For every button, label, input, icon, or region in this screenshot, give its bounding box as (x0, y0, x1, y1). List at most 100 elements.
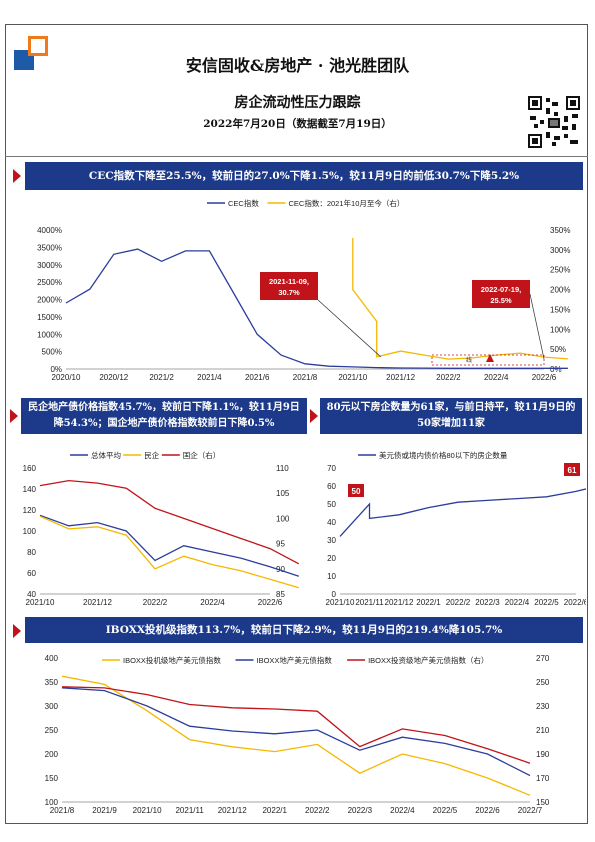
annotation-box (564, 463, 580, 476)
series-line (39, 515, 299, 589)
x-tick-label: 2021/10 (338, 373, 367, 382)
y-right-tick-label: 190 (536, 750, 550, 759)
x-tick-label: 2021/8 (50, 806, 75, 815)
below80-count-chart: 2021/10 2021/11 2021/12 2022/1 2022/2 2022/3 2… (326, 450, 586, 607)
y-tick-label: 120 (23, 506, 37, 515)
x-tick-label: 2022/6 (532, 373, 557, 382)
x-tick-label: 2022/3 (475, 598, 500, 607)
iboxx-chart: 2021/8 2021/9 2021/10 2021/11 2021/12 2022/1 2… (45, 654, 550, 815)
y-tick-label: 80 (27, 548, 36, 557)
y-right-tick-label: 150% (550, 305, 570, 314)
page-frame (5, 24, 588, 824)
legend-label: CEC指数：2021年10月至今（右） (289, 198, 405, 208)
x-tick-label: 2022/4 (505, 598, 530, 607)
private-bond-banner: 民企地产债价格指数45.7%，较前日下降1.1%，较11月9日降54.3%；国企… (21, 398, 307, 434)
x-tick-label: 2021/10 (326, 598, 355, 607)
bond-price-chart: 2021/10 2021/12 2022/2 2022/4 2022/6 40 60 80 10… (23, 450, 300, 607)
y-tick-label: 100 (45, 798, 59, 807)
x-tick-label: 2021/10 (133, 806, 162, 815)
x-tick-label: 2022/2 (305, 806, 330, 815)
y-tick-label: 0 (332, 590, 337, 599)
y-tick-label: 100 (23, 527, 37, 536)
y-right-tick-label: 350% (550, 226, 570, 235)
x-tick-label: 2021/10 (26, 598, 55, 607)
y-tick-label: 350 (45, 678, 59, 687)
y-right-tick-label: 0% (550, 365, 562, 374)
y-tick-label: 1000% (37, 330, 62, 339)
highlight-box (431, 354, 545, 366)
annotation-box (472, 280, 530, 308)
iboxx-banner: IBOXX投机级指数113.7%，较前日下降2.9%，较11月9日的219.4%… (25, 617, 583, 643)
y-right-tick-label: 300% (550, 246, 570, 255)
x-tick-label: 2021/11 (355, 598, 384, 607)
annotation-box (348, 484, 364, 497)
x-tick-label: 2020/10 (52, 373, 81, 382)
y-tick-label: 400 (45, 654, 59, 663)
y-right-tick-label: 150 (536, 798, 550, 807)
x-tick-label: 2022/7 (518, 806, 543, 815)
below80-banner: 80元以下房企数量为61家，与前日持平，较11月9日的50家增加11家 (320, 398, 582, 434)
y-tick-label: 10 (327, 572, 336, 581)
cec-banner: CEC指数下降至25.5%，较前日的27.0%下降1.5%，较11月9日的前低3… (25, 162, 583, 190)
y-tick-label: 70 (327, 464, 336, 473)
legend-label: 民企 (144, 450, 159, 460)
x-tick-label: 2021/8 (293, 373, 318, 382)
y-tick-label: 2500% (37, 278, 62, 287)
header-divider (5, 156, 588, 157)
y-tick-label: 0% (50, 365, 62, 374)
y-tick-label: 2000% (37, 296, 62, 305)
y-tick-label: 140 (23, 485, 37, 494)
y-tick-label: 30 (327, 536, 336, 545)
annotation-label: 2022-07-19, (481, 285, 521, 294)
x-tick-label: 2022/6 (475, 806, 500, 815)
logo (14, 36, 48, 70)
x-tick-label: 2022/5 (534, 598, 559, 607)
y-tick-label: 200 (45, 750, 59, 759)
x-tick-label: 2021/12 (386, 373, 415, 382)
y-tick-label: 3500% (37, 243, 62, 252)
x-tick-label: 2021/9 (92, 806, 117, 815)
x-tick-label: 2022/1 (416, 598, 441, 607)
y-right-tick-label: 85 (276, 590, 285, 599)
y-tick-label: 40 (327, 518, 336, 527)
y-tick-label: 300 (45, 702, 59, 711)
x-tick-label: 2022/2 (446, 598, 471, 607)
y-tick-label: 60 (27, 569, 36, 578)
series-line (65, 248, 568, 369)
legend-label: 总体平均 (91, 450, 121, 460)
y-right-tick-label: 270 (536, 654, 550, 663)
x-tick-label: 2022/2 (143, 598, 168, 607)
y-tick-label: 500% (42, 348, 62, 357)
legend-label: 国企（右） (183, 450, 221, 460)
legend-label: IBOXX地产美元债指数 (257, 655, 333, 665)
qr-code (528, 96, 580, 148)
series-line (61, 687, 531, 777)
x-tick-label: 2021/6 (245, 373, 270, 382)
series-line (61, 686, 531, 764)
x-tick-label: 2022/4 (390, 806, 415, 815)
annotation-note: 线 (466, 356, 472, 364)
x-tick-label: 2021/12 (218, 806, 247, 815)
x-tick-label: 2021/12 (385, 598, 414, 607)
up-arrow-icon (486, 354, 494, 362)
series-line (39, 479, 300, 565)
x-tick-label: 2021/2 (149, 373, 174, 382)
y-tick-label: 1500% (37, 313, 62, 322)
series-line (39, 514, 300, 577)
legend-label: IBOXX投资级地产美元债指数（右） (368, 655, 488, 665)
section-arrow (310, 409, 318, 423)
section-arrow (13, 169, 21, 183)
x-tick-label: 2022/1 (262, 806, 287, 815)
y-right-tick-label: 100% (550, 325, 570, 334)
x-tick-label: 2022/2 (436, 373, 461, 382)
y-right-tick-label: 230 (536, 702, 550, 711)
x-tick-label: 2022/6 (564, 598, 586, 607)
annotation-value: 30.7% (278, 288, 300, 297)
report-subtitle: 房企流动性压力跟踪 (234, 95, 361, 111)
y-tick-label: 160 (23, 464, 37, 473)
y-right-tick-label: 200% (550, 286, 570, 295)
annotation-value: 50 (352, 487, 361, 496)
annotation-value: 25.5% (490, 296, 512, 305)
legend-label: IBOXX投机级地产美元债指数 (123, 655, 221, 665)
report-title: 安信固收&房地产 · 池光胜团队 (185, 56, 410, 75)
